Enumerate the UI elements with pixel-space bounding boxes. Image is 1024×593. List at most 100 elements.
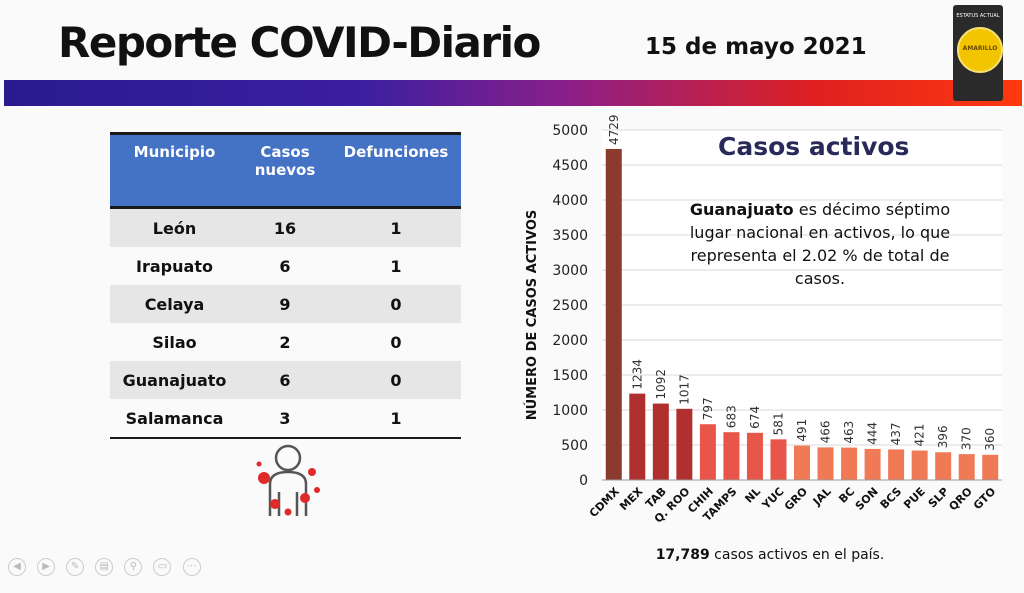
cell-casos: 6 [239,361,331,399]
zoom-icon[interactable]: ⚲ [124,558,143,576]
y-tick-label: 1500 [552,368,588,384]
bar [652,403,669,480]
x-tick-label: GRO [782,485,810,513]
cell-casos: 6 [279,256,291,276]
header-defunciones: Defunciones [331,132,461,209]
x-tick-label: GTO [971,485,998,512]
data-label: 797 [701,397,715,420]
table-row: Silao 2 0 [110,323,461,361]
badge-label: ESTATUS ACTUAL [956,13,1000,19]
y-tick-label: 0 [579,473,588,489]
cell-municipio: Salamanca [110,399,239,439]
table-row: Celaya 9 0 [110,285,461,323]
bar [817,447,834,480]
screen-icon[interactable]: ▭ [153,558,172,576]
data-label: 4729 [607,114,621,145]
cell-municipio: Guanajuato [110,361,239,399]
y-tick-label: 5000 [552,123,588,139]
person-virus-icon [256,444,320,516]
data-label: 674 [748,406,762,429]
bar [699,424,716,480]
cell-defunciones: 1 [331,207,461,247]
data-label: 396 [936,425,950,448]
header-gradient-band [4,80,1022,106]
traffic-light-icon: AMARILLO [957,27,1003,73]
cell-casos: 16 [239,207,331,247]
bar [935,452,952,480]
slide-nav-controls: ◀ ▶ ✎ ▤ ⚲ ▭ ⋯ [8,554,207,576]
bar [958,454,975,480]
bar [746,432,763,480]
cell-defunciones: 1 [331,399,461,439]
y-tick-label: 500 [561,438,588,454]
x-tick-label: CDMX [587,485,622,520]
bar [676,408,693,480]
table-row: Salamanca 3 1 [110,399,461,439]
data-label: 437 [889,423,903,446]
table-row: Guanajuato 6 0 [110,361,461,399]
next-slide-icon[interactable]: ▶ [37,558,56,576]
data-label: 1017 [677,374,691,405]
bar [723,432,740,480]
data-label: 421 [913,424,927,447]
table-row: León 16 1 [110,207,461,247]
cell-municipio: Celaya [110,285,239,323]
x-tick-label: SON [853,485,881,513]
data-label: 581 [771,412,785,435]
y-tick-label: 3500 [552,228,588,244]
data-label: 466 [819,420,833,443]
bar [794,445,810,480]
municipality-table: Municipio Casos nuevos Defunciones León … [110,132,461,439]
report-date: 15 de mayo 2021 [645,34,867,60]
data-label: 463 [842,421,856,444]
cell-defunciones: 0 [331,285,461,323]
x-tick-label: MEX [617,485,646,514]
y-tick-label: 4500 [552,158,588,174]
badge-status: AMARILLO [962,45,998,52]
cell-casos: 2 [279,332,291,352]
bar-chart: 0 500 1000 1500 2000 2500 3000 3500 4000 4500 5000… [524,114,1002,526]
y-tick-label: 2500 [552,298,588,314]
chart-note: Guanajuato es décimo séptimo lugar nacio… [686,198,954,290]
prev-slide-icon[interactable]: ◀ [8,558,26,576]
note-highlight: Guanajuato [689,200,794,219]
y-axis-label: NÚMERO DE CASOS ACTIVOS [524,210,540,421]
x-tick-label: QRO [946,485,974,513]
bar [629,393,646,480]
x-tick-label: BCS [878,485,905,512]
bar [982,454,999,480]
note-text: es décimo séptimo lugar nacional en acti… [689,200,951,288]
pen-icon[interactable]: ✎ [66,558,85,576]
cell-municipio: Silao [152,332,197,352]
data-label: 1234 [630,359,644,390]
data-label: 491 [795,419,809,442]
page-title: Reporte COVID-Diario [58,18,541,67]
data-label: 360 [983,428,997,451]
data-label: 444 [866,422,880,445]
chart-title: Casos activos [718,132,910,161]
header-municipio: Municipio [110,132,239,209]
bar [770,439,787,480]
y-tick-label: 2000 [552,333,588,349]
cell-casos: 9 [239,285,331,323]
bar [841,447,858,480]
cell-defunciones: 0 [390,332,402,352]
header-casos-nuevos: Casos nuevos [239,132,331,209]
pages-icon[interactable]: ▤ [95,558,114,576]
cell-defunciones: 0 [331,361,461,399]
table-row: Irapuato 6 1 [110,247,461,285]
bar [605,148,622,480]
traffic-light-badge: ESTATUS ACTUAL AMARILLO [953,5,1003,101]
cell-municipio: León [110,207,239,247]
national-total-text: casos activos en el país. [709,547,885,563]
cell-defunciones: 1 [390,256,402,276]
national-total: 17,789 casos activos en el país. [520,547,1020,563]
table-header-row: Municipio Casos nuevos Defunciones [110,132,461,209]
more-icon[interactable]: ⋯ [182,558,201,576]
data-label: 683 [724,405,738,428]
bar [864,448,881,480]
cell-municipio: Irapuato [136,256,213,276]
x-tick-label: PUE [901,485,928,512]
x-tick-label: JAL [810,485,834,509]
bar [911,450,928,480]
